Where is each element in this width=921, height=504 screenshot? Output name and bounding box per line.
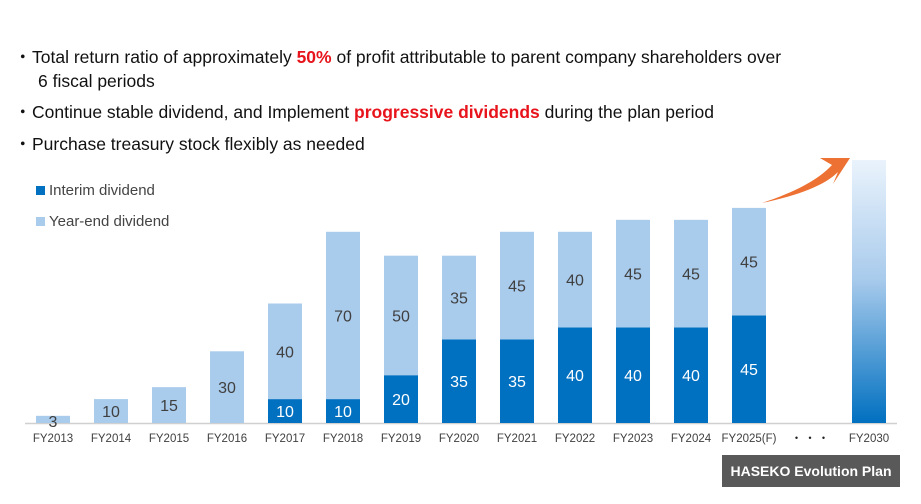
bar-interim (732, 315, 766, 423)
x-tick-label: FY2018 (323, 433, 363, 445)
bullet-text: Continue stable dividend, and Implement (32, 102, 355, 122)
x-tick-label: FY2013 (33, 433, 73, 445)
highlight-progressive: progressive dividends (354, 102, 540, 122)
label-year-end: 50 (392, 308, 410, 325)
label-year-end: 15 (160, 398, 178, 415)
x-tick-label: FY2015 (149, 433, 189, 445)
bar-interim (674, 327, 708, 423)
label-year-end: 70 (334, 308, 352, 325)
x-tick-label: FY2016 (207, 433, 247, 445)
bar-year-end (500, 231, 534, 340)
growth-arrow (762, 158, 850, 203)
bar-year-end (732, 207, 766, 316)
bar-year-end (268, 303, 302, 400)
label-year-end: 45 (624, 267, 642, 284)
x-tick-label: FY2024 (671, 433, 712, 445)
x-tick-label: FY2017 (265, 433, 305, 445)
bar-interim (616, 327, 650, 423)
bar-year-end (616, 219, 650, 328)
label-interim: 40 (566, 368, 584, 385)
label-year-end: 45 (740, 255, 758, 272)
legend-interim: Interim dividend (36, 182, 155, 199)
bullet-text-line2: 6 fiscal periods (38, 71, 155, 91)
ellipsis: ・・・ (791, 433, 832, 445)
bullet-stable-dividend: ・Continue stable dividend, and Implement… (14, 100, 714, 124)
label-interim: 10 (276, 404, 294, 421)
bar-year-end (94, 399, 128, 423)
label-interim: 40 (682, 368, 700, 385)
bullet-total-return: ・Total return ratio of approximately 50%… (14, 45, 781, 93)
x-tick-label: FY2019 (381, 433, 421, 445)
bar-interim (500, 339, 534, 423)
x-tick-label: FY2021 (497, 433, 537, 445)
label-year-end: 45 (508, 279, 526, 296)
label-year-end: 10 (102, 404, 120, 421)
bar-interim (384, 375, 418, 423)
label-interim: 35 (450, 374, 468, 391)
bar-year-end (36, 415, 70, 423)
bar-year-end (152, 387, 186, 423)
label-interim: 20 (392, 392, 410, 409)
bullet-text: Purchase treasury stock flexibly as need… (32, 134, 365, 154)
legend-swatch (36, 217, 45, 226)
x-tick-label: FY2023 (613, 433, 653, 445)
label-year-end: 3 (49, 414, 58, 431)
bar-interim (442, 339, 476, 423)
label-year-end: 35 (450, 291, 468, 308)
bullet-text: Total return ratio of approximately (32, 47, 297, 67)
bullet-treasury-stock: ・Purchase treasury stock flexibly as nee… (14, 132, 365, 156)
label-interim: 35 (508, 374, 526, 391)
label-year-end: 45 (682, 267, 700, 284)
highlight-50pct: 50% (296, 47, 332, 67)
haseko-evolution-plan-label: HASEKO Evolution Plan (722, 455, 900, 487)
bar-year-end (674, 219, 708, 328)
bar-year-end (384, 255, 418, 376)
bar-year-end (210, 351, 244, 423)
x-tick-label: FY2025(F) (722, 433, 777, 445)
x-tick-label: FY2022 (555, 433, 595, 445)
label-interim: 10 (334, 404, 352, 421)
bar-year-end (442, 255, 476, 340)
x-tick-label: FY2014 (91, 433, 132, 445)
label-year-end: 40 (276, 344, 294, 361)
legend-swatch (36, 186, 45, 195)
label-year-end: 40 (566, 273, 584, 290)
bullet-mark: ・ (14, 102, 32, 122)
legend-label: Interim dividend (49, 182, 155, 199)
label-interim: 45 (740, 362, 758, 379)
bullet-text: of profit attributable to parent company… (331, 47, 782, 67)
bar-interim (268, 399, 302, 423)
label-interim: 40 (624, 368, 642, 385)
bar-interim (558, 327, 592, 423)
bar-year-end (326, 231, 360, 400)
label-year-end: 30 (218, 380, 236, 397)
bar-year-end (558, 231, 592, 328)
bullet-mark: ・ (14, 47, 32, 67)
bar-interim (326, 399, 360, 423)
legend-label: Year-end dividend (49, 213, 170, 230)
bullet-text: during the plan period (539, 102, 714, 122)
bullet-mark: ・ (14, 134, 32, 154)
x-tick-label: FY2020 (439, 433, 479, 445)
legend-year-end: Year-end dividend (36, 213, 169, 230)
x-tick-label: FY2030 (849, 433, 889, 445)
bar-fy2030 (852, 160, 886, 423)
